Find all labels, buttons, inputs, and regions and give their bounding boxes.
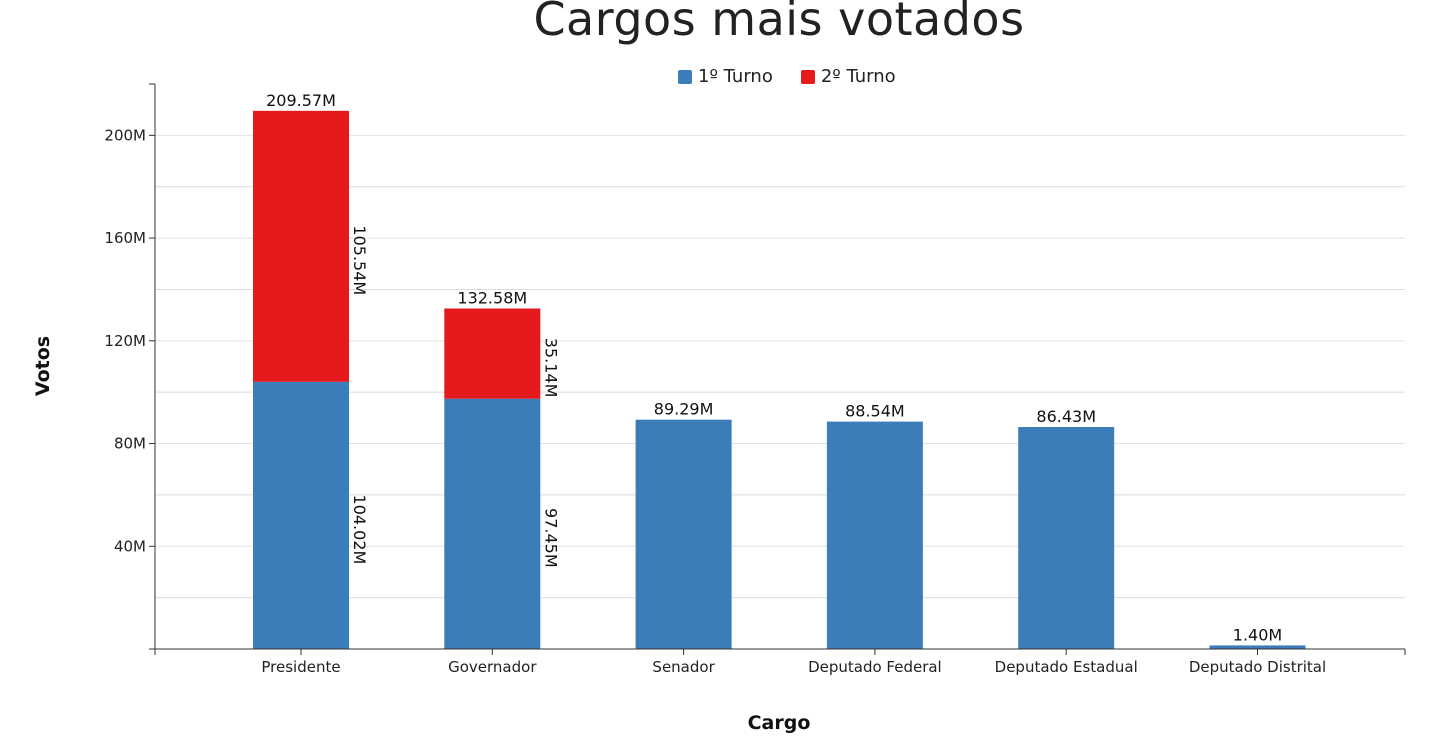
x-axis-title: Cargo	[748, 712, 811, 734]
bar-2-turno[interactable]	[444, 308, 541, 399]
axis-layer: Presidente Governador Senador Deputado Fede…	[32, 83, 1406, 734]
total-value-label: 1.40M	[1233, 625, 1282, 644]
y-tick-label: 160M	[104, 229, 146, 247]
legend-label-2-turno: 2º Turno	[820, 66, 896, 87]
x-tick-label: Senador	[652, 658, 715, 676]
y-tick-label: 80M	[114, 435, 146, 453]
grid-layer	[155, 134, 1405, 599]
segment-value-label: 104.02M	[350, 495, 369, 565]
total-value-label: 88.54M	[845, 402, 905, 421]
legend-label-1-turno: 1º Turno	[698, 66, 773, 87]
bar-1-turno[interactable]	[635, 419, 732, 649]
total-value-label: 86.43M	[1036, 407, 1096, 426]
segment-value-label: 35.14M	[541, 338, 560, 398]
chart-title: Cargos mais votados	[533, 0, 1025, 46]
total-value-label: 89.29M	[654, 400, 714, 419]
x-tick-label: Deputado Distrital	[1189, 658, 1326, 676]
total-value-label: 209.57M	[266, 91, 336, 110]
bar-1-turno[interactable]	[444, 398, 541, 649]
y-tick-label: 40M	[114, 537, 146, 555]
y-tick-label: 120M	[104, 332, 146, 350]
bar-1-turno[interactable]	[826, 421, 923, 649]
segment-value-label: 97.45M	[541, 508, 560, 568]
x-tick-label: Presidente	[261, 658, 340, 676]
legend: 1º Turno 2º Turno	[678, 66, 896, 87]
y-axis-title: Votos	[32, 336, 54, 396]
x-tick-label: Deputado Estadual	[995, 658, 1138, 676]
labels-layer: 104.02M 105.54M 209.57M 97.45M 35.14M 132.58M…	[266, 91, 1282, 645]
total-value-label: 132.58M	[457, 289, 527, 308]
legend-swatch-2-turno	[800, 69, 815, 84]
bar-1-turno[interactable]	[1209, 645, 1306, 649]
bar-1-turno[interactable]	[253, 381, 349, 649]
y-tick-label: 200M	[104, 126, 146, 144]
x-tick-label: Governador	[448, 658, 537, 676]
bar-1-turno[interactable]	[1018, 427, 1115, 649]
bar-2-turno[interactable]	[253, 110, 349, 382]
legend-item-1-turno[interactable]: 1º Turno	[678, 66, 773, 87]
legend-item-2-turno[interactable]: 2º Turno	[800, 66, 896, 87]
x-tick-label: Deputado Federal	[808, 658, 942, 676]
legend-swatch-1-turno	[678, 69, 692, 84]
bars-layer	[253, 110, 1306, 649]
segment-value-label: 105.54M	[350, 225, 369, 295]
